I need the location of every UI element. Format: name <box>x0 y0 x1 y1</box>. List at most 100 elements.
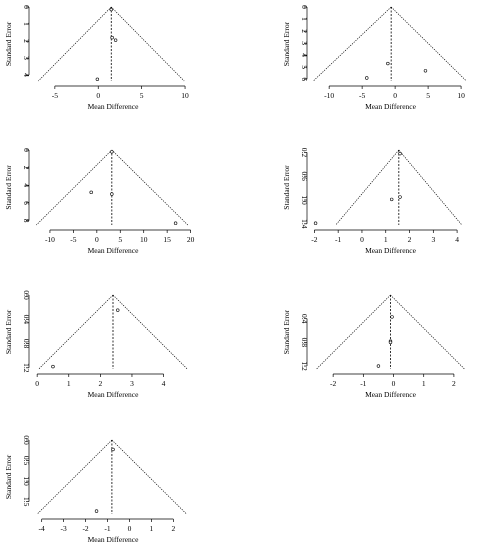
y-tick-label: 0.4 <box>22 315 31 325</box>
x-tick-label: 0 <box>95 235 99 244</box>
x-tick-label: -3 <box>61 524 67 533</box>
funnel-plot-7: -4 -3 -2 -1 0 1 2 Mean Difference 0.0 0.5 1.0 1.5 St… <box>4 435 187 544</box>
funnel-left-boundary <box>313 6 392 82</box>
funnel-left-boundary <box>316 294 391 370</box>
y-tick-label: 4 <box>300 53 309 57</box>
funnel-plot-5: 0 1 2 3 4 Mean Difference 0.0 0.4 0.8 1.2 Standard… <box>4 290 188 399</box>
y-tick-label: 1.5 <box>22 497 31 507</box>
y-tick-label: 2 <box>22 39 31 43</box>
study-point <box>89 190 93 195</box>
x-tick-label: -1 <box>360 379 366 388</box>
y-tick-label: 2 <box>300 29 309 33</box>
x-tick-label: 10 <box>140 235 148 244</box>
study-point <box>376 364 381 368</box>
study-point <box>116 308 120 312</box>
y-axis-title: Standard Error <box>4 309 13 354</box>
funnel-left-boundary <box>38 6 112 82</box>
x-axis-title: Mean Difference <box>88 102 140 111</box>
x-tick-label: 1 <box>384 235 388 244</box>
y-tick-label: 5 <box>300 65 309 69</box>
x-tick-label: 5 <box>118 235 122 244</box>
y-axis-title: Standard Error <box>4 165 13 210</box>
x-tick-label: 2 <box>452 379 456 388</box>
study-point <box>111 447 115 452</box>
x-tick-label: 2 <box>171 524 175 533</box>
x-tick-label: 1 <box>150 524 154 533</box>
x-tick-label: 3 <box>431 235 435 244</box>
y-tick-label: 8 <box>22 219 31 223</box>
y-axis-title: Standard Error <box>282 21 291 66</box>
x-tick-label: -1 <box>335 235 341 244</box>
funnel-left-boundary <box>38 294 114 370</box>
y-tick-label: 0 <box>22 148 31 152</box>
funnel-right-boundary <box>111 6 185 82</box>
y-tick-label: 0.5 <box>22 456 31 466</box>
x-tick-label: 5 <box>426 91 430 100</box>
y-tick-label: 0.8 <box>22 339 31 349</box>
x-tick-label: -2 <box>311 235 317 244</box>
x-tick-label: 5 <box>140 91 144 100</box>
y-tick-label: 0.2 <box>300 148 309 158</box>
y-tick-label: 0.4 <box>300 314 309 324</box>
y-tick-label: 6 <box>300 77 309 81</box>
study-point <box>110 35 114 40</box>
funnel-left-boundary <box>36 149 113 226</box>
x-tick-label: -1 <box>104 524 110 533</box>
x-tick-label: -5 <box>70 235 76 244</box>
funnel-left-boundary <box>335 149 400 226</box>
study-point <box>110 150 114 154</box>
x-tick-label: 20 <box>187 235 195 244</box>
x-axis-title: Mean Difference <box>365 390 417 399</box>
y-tick-label: 1.2 <box>22 363 31 373</box>
y-tick-label: 0.6 <box>300 172 309 182</box>
study-point <box>365 76 369 80</box>
x-tick-label: 15 <box>163 235 171 244</box>
y-tick-label: 1 <box>22 22 31 26</box>
study-point <box>95 77 100 81</box>
x-axis-title: Mean Difference <box>88 535 140 544</box>
study-point <box>390 315 394 319</box>
study-point <box>398 151 402 156</box>
x-tick-label: 1 <box>422 379 426 388</box>
funnel-right-boundary <box>111 439 187 515</box>
x-tick-label: 1 <box>67 379 71 388</box>
funnel-plot-6: -2 -1 0 1 2 Mean Difference 0.4 0.8 1.2 Standard … <box>282 294 465 399</box>
study-point <box>389 197 394 202</box>
y-tick-label: 2 <box>22 166 31 170</box>
funnel-right-boundary <box>390 6 467 82</box>
y-tick-label: 1.0 <box>22 476 31 486</box>
study-point <box>51 364 55 369</box>
y-tick-label: 0 <box>22 5 31 9</box>
y-tick-label: 1 <box>300 17 309 21</box>
x-axis-title: Mean Difference <box>88 246 140 255</box>
y-tick-label: 0.8 <box>300 338 309 348</box>
x-tick-label: 0 <box>393 91 397 100</box>
x-tick-label: -5 <box>52 91 58 100</box>
funnel-plot-4: -2 -1 0 1 2 3 4 Mean Difference 0.2 0.6 1.0 1.4 Stan… <box>282 148 463 255</box>
x-tick-label: 10 <box>181 91 189 100</box>
study-point <box>423 69 428 73</box>
study-point <box>173 221 178 225</box>
x-tick-label: -10 <box>45 235 55 244</box>
y-tick-label: 0.0 <box>22 290 31 300</box>
x-tick-label: -5 <box>359 91 365 100</box>
study-point <box>110 192 114 196</box>
y-axis-title: Standard Error <box>4 21 13 66</box>
x-tick-label: 0 <box>35 379 39 388</box>
x-tick-label: 2 <box>98 379 102 388</box>
y-axis-title: Standard Error <box>282 165 291 210</box>
study-point <box>109 7 113 12</box>
y-tick-label: 0 <box>300 5 309 9</box>
x-axis-title: Mean Difference <box>88 390 140 399</box>
x-tick-label: 0 <box>128 524 132 533</box>
y-tick-label: 1.0 <box>300 195 309 205</box>
study-point <box>386 61 390 66</box>
funnel-right-boundary <box>112 294 188 370</box>
y-tick-label: 4 <box>22 183 31 187</box>
y-axis-title: Standard Error <box>282 309 291 354</box>
y-tick-label: 1.4 <box>300 219 309 229</box>
study-point <box>94 509 99 513</box>
x-axis-title: Mean Difference <box>365 246 417 255</box>
x-tick-label: 0 <box>392 379 396 388</box>
funnel-plot-2: -10 -5 0 5 10 Mean Difference 0 1 2 3 4 5 6 Standard … <box>282 5 467 111</box>
